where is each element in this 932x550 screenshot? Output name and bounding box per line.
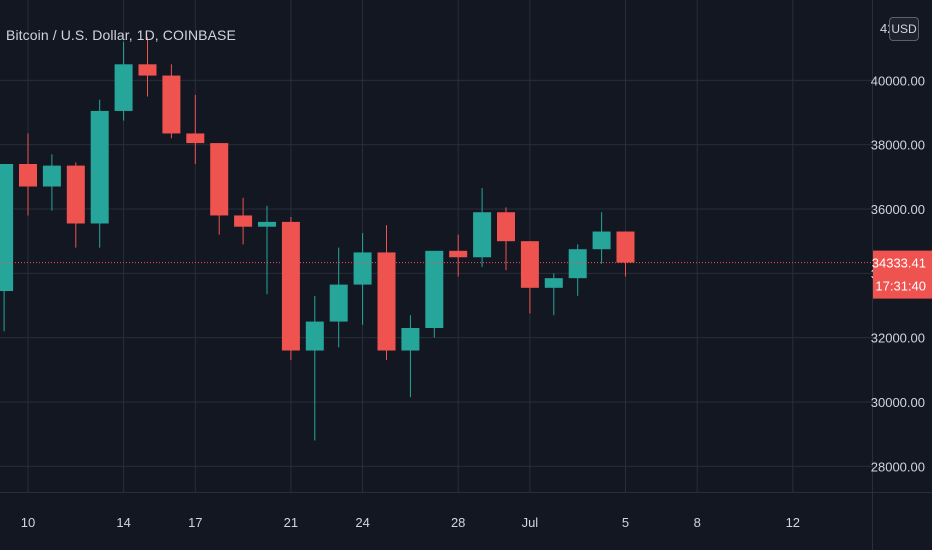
candles[interactable] (0, 36, 635, 441)
candle[interactable] (353, 233, 372, 325)
candle-body (353, 252, 372, 285)
currency-button[interactable]: USD (889, 17, 919, 41)
price-tick-label: 40000.00 (871, 73, 925, 88)
candle[interactable] (19, 133, 37, 216)
candle-body (616, 231, 635, 263)
candle-body (449, 250, 468, 258)
candle[interactable] (425, 250, 444, 338)
time-tick-label: 21 (284, 515, 298, 530)
candle[interactable] (616, 231, 635, 277)
candle-body (138, 64, 157, 76)
candle[interactable] (305, 295, 324, 441)
candle-body (568, 249, 587, 279)
last-price-badge: 34333.41 17:31:40 (872, 250, 932, 299)
candle-body (0, 164, 14, 292)
candle[interactable] (0, 164, 14, 332)
candle[interactable] (234, 197, 253, 245)
candle-countdown: 17:31:40 (875, 279, 926, 294)
candle-body (114, 64, 133, 111)
time-tick-label: 24 (355, 515, 369, 530)
candle-body (19, 164, 37, 187)
time-tick-label: 28 (451, 515, 465, 530)
candle[interactable] (520, 241, 539, 314)
candle[interactable] (90, 99, 109, 248)
price-tick-label: 32000.00 (871, 331, 925, 346)
candle-body (186, 133, 205, 144)
candle-body (42, 165, 61, 187)
candle-body (401, 328, 420, 351)
candle-body (592, 231, 611, 250)
time-tick-label: 17 (188, 515, 202, 530)
candle[interactable] (66, 162, 85, 248)
candle[interactable] (329, 247, 348, 348)
time-tick-label: Jul (522, 515, 539, 530)
time-tick-label: 12 (786, 515, 800, 530)
chart-title: Bitcoin / U.S. Dollar, 1D, COINBASE (6, 27, 236, 43)
last-price-badge-bg (873, 250, 932, 299)
candle-body (497, 212, 515, 242)
candle[interactable] (473, 188, 492, 267)
price-tick-label: 38000.00 (871, 138, 925, 153)
candle-body (66, 165, 85, 224)
candle-body (281, 221, 300, 351)
candle[interactable] (138, 36, 157, 97)
candle-body (544, 278, 563, 288)
candle[interactable] (210, 143, 229, 235)
last-price-value: 34333.41 (872, 256, 926, 271)
candle[interactable] (568, 244, 587, 296)
candle[interactable] (401, 315, 420, 398)
candle-body (90, 110, 109, 224)
candle-body (473, 212, 492, 258)
price-tick-label: 36000.00 (871, 202, 925, 217)
candle-body (377, 252, 396, 351)
candle-body (520, 241, 539, 288)
candle[interactable] (497, 207, 515, 271)
candle[interactable] (544, 273, 563, 316)
candle-body (425, 250, 444, 328)
candle[interactable] (42, 154, 61, 211)
candle[interactable] (162, 64, 181, 139)
candle[interactable] (258, 205, 276, 295)
time-tick-label: 10 (21, 515, 35, 530)
candle[interactable] (592, 212, 611, 264)
price-tick-label: 28000.00 (871, 459, 925, 474)
candle-body (305, 321, 324, 351)
time-tick-label: 5 (622, 515, 629, 530)
candle[interactable] (186, 94, 205, 164)
candle-body (234, 215, 253, 227)
candle[interactable] (449, 234, 468, 277)
candle[interactable] (281, 217, 300, 361)
time-tick-label: 14 (116, 515, 130, 530)
candle-body (210, 143, 229, 216)
candle-body (329, 284, 348, 322)
price-tick-label: 30000.00 (871, 395, 925, 410)
candle-body (162, 75, 181, 134)
candle[interactable] (377, 225, 396, 361)
candle-body (258, 221, 276, 227)
time-axis[interactable]: 10 14 17 21 24 28 Jul 5 8 12 (21, 515, 800, 530)
time-tick-label: 8 (694, 515, 701, 530)
candle[interactable] (114, 41, 133, 121)
